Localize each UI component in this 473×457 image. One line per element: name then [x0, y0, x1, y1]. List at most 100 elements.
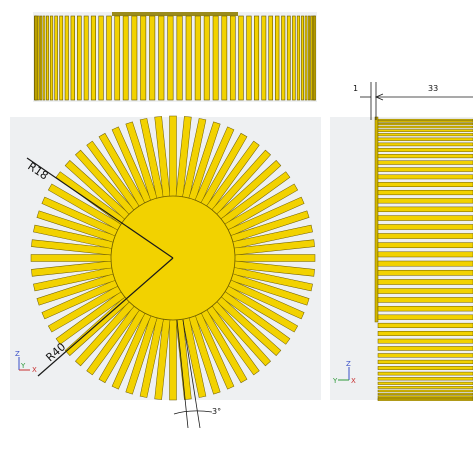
side-view-fin: [377, 133, 473, 137]
radial-fin: [30, 254, 116, 262]
side-view-fin: [377, 198, 473, 204]
top-view-fin: [275, 15, 280, 101]
top-view-fin: [310, 15, 313, 101]
side-view-fin: [377, 148, 473, 152]
base-thickness-label: 1: [353, 84, 358, 93]
top-view-fin: [238, 15, 244, 101]
top-view-fins: [34, 15, 316, 101]
side-view-fin: [377, 189, 473, 196]
top-view-background: [33, 12, 317, 102]
side-view-fin: [377, 142, 473, 147]
top-view-fin: [140, 15, 147, 101]
side-view-fin: [377, 288, 473, 294]
side-view-fin: [377, 314, 473, 320]
top-view-fin: [261, 15, 267, 101]
top-view-fin: [122, 15, 129, 101]
top-view-fin: [90, 15, 96, 101]
top-view-fin: [313, 15, 316, 101]
side-view-fins: [377, 118, 473, 401]
top-view-fin: [185, 15, 192, 101]
side-view: 1 33 Z Y X: [330, 82, 473, 401]
top-view-fin: [221, 15, 228, 101]
fin-angle-label: 3°: [212, 407, 221, 416]
side-axis-x-label: X: [351, 377, 356, 385]
front-view: R18 R40 3° Z X Y: [10, 115, 321, 429]
side-view-fin: [377, 260, 473, 267]
top-view-fin: [307, 15, 311, 101]
side-view-fin: [377, 120, 473, 123]
top-view-fin: [212, 15, 219, 101]
side-view-fin: [377, 338, 473, 344]
top-view-fin: [114, 15, 121, 101]
fin-length-label: 33: [428, 84, 438, 93]
top-view-fin: [98, 15, 104, 101]
top-view-fin: [54, 15, 58, 101]
side-view-fin: [377, 395, 473, 398]
side-view-fin: [377, 224, 473, 230]
side-view-fin: [377, 386, 473, 389]
side-view-fin: [377, 174, 473, 180]
front-axis-y-label: Y: [20, 362, 26, 370]
top-view-fin: [46, 15, 49, 101]
side-view-fin: [377, 215, 473, 221]
side-view-fin: [377, 297, 473, 303]
angle-arc: [173, 410, 213, 415]
top-view-fin: [39, 15, 43, 101]
top-view-fin: [296, 15, 301, 101]
side-view-fin: [377, 269, 473, 276]
top-view-fin: [59, 15, 64, 101]
top-view-fin: [304, 15, 308, 101]
radial-fin: [230, 254, 316, 262]
side-view-background: [330, 117, 473, 400]
top-view-fin: [246, 15, 252, 101]
top-view-fin: [254, 15, 260, 101]
top-view-fin: [35, 15, 38, 101]
top-view-base-plate: [112, 12, 238, 16]
top-view-fin: [194, 15, 201, 101]
side-view-fin: [377, 137, 473, 141]
top-view-fin: [83, 15, 89, 101]
fin-length-arrow: [374, 93, 384, 101]
top-view-fin: [37, 15, 40, 101]
side-view-fin: [377, 346, 473, 351]
top-view-fin: [76, 15, 82, 101]
side-view-fin: [377, 389, 473, 393]
side-view-fin: [377, 129, 473, 132]
top-view-fin: [64, 15, 69, 101]
top-view-fin: [281, 15, 286, 101]
top-view-fin: [286, 15, 291, 101]
top-view-fin: [158, 15, 165, 101]
front-axis-x-label: X: [32, 366, 37, 374]
side-view-fin: [377, 251, 473, 258]
side-view-fin: [377, 123, 473, 126]
top-view-fin: [268, 15, 274, 101]
radial-fin: [169, 115, 177, 201]
top-view-fin: [301, 15, 304, 101]
base-plate: [374, 116, 379, 323]
top-view-fin: [149, 15, 156, 101]
side-view-fin: [377, 381, 473, 385]
top-view-fin: [167, 15, 174, 101]
side-view-fin: [377, 366, 473, 370]
front-axis-triad: Z X Y: [15, 350, 37, 374]
side-view-fin: [377, 242, 473, 249]
front-axis-z-label: Z: [15, 350, 20, 358]
side-view-fin: [377, 125, 473, 129]
side-view-fin: [377, 154, 473, 159]
top-view: [33, 12, 317, 102]
top-view-fin: [292, 15, 296, 101]
top-view-fin: [131, 15, 138, 101]
side-view-fin: [377, 398, 473, 401]
top-view-fin: [106, 15, 112, 101]
side-view-fin: [377, 377, 473, 381]
angle-line-right: [182, 319, 201, 429]
top-view-fin: [42, 15, 46, 101]
side-view-fin: [377, 233, 473, 239]
top-view-fin: [70, 15, 75, 101]
top-view-fin: [203, 15, 210, 101]
side-view-fin: [377, 118, 473, 121]
side-view-fin: [377, 371, 473, 376]
side-view-fin: [377, 330, 473, 336]
side-view-fin: [377, 160, 473, 165]
